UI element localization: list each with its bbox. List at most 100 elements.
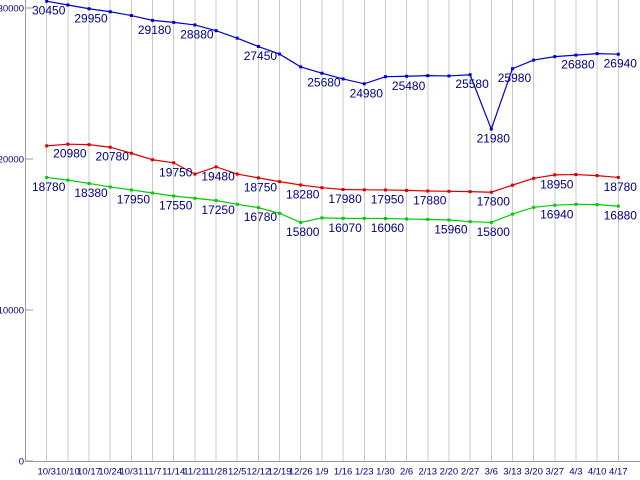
x-tick-label: 11/7 bbox=[144, 467, 162, 478]
bottom-series-marker bbox=[45, 175, 49, 179]
bottom-series-marker bbox=[616, 204, 620, 208]
bottom-series-value-label: 17550 bbox=[159, 198, 193, 212]
top-series-marker bbox=[87, 7, 91, 11]
middle-series-value-label: 17800 bbox=[477, 195, 511, 209]
bottom-series-marker bbox=[383, 216, 387, 220]
bottom-series-value-label: 16070 bbox=[328, 221, 362, 235]
middle-series-marker bbox=[489, 190, 493, 194]
middle-series-marker bbox=[235, 172, 239, 176]
y-tick-label: 20000 bbox=[0, 155, 24, 166]
x-tick-label: 3/6 bbox=[485, 467, 498, 478]
top-series-value-label: 24980 bbox=[350, 86, 384, 100]
bottom-series-marker bbox=[595, 203, 599, 207]
middle-series-value-label: 20780 bbox=[96, 150, 130, 164]
top-series-marker bbox=[595, 52, 599, 56]
x-tick-label: 2/13 bbox=[419, 467, 438, 478]
middle-series-marker bbox=[405, 188, 409, 192]
middle-series-marker bbox=[129, 151, 133, 155]
top-series-marker bbox=[426, 74, 430, 78]
top-series-line bbox=[46, 0, 619, 131]
x-tick-label: 3/20 bbox=[524, 467, 543, 478]
bottom-series-line bbox=[46, 176, 619, 224]
middle-series-value-label: 17950 bbox=[371, 192, 405, 206]
x-tick-label: 1/23 bbox=[355, 467, 374, 478]
top-series-marker bbox=[214, 29, 218, 33]
x-tick-label: 12/12 bbox=[247, 467, 271, 478]
middle-series-marker bbox=[595, 174, 599, 178]
top-series-marker bbox=[574, 53, 578, 57]
x-tick-label: 2/27 bbox=[461, 467, 480, 478]
bottom-series-marker bbox=[235, 202, 239, 206]
top-series-marker bbox=[45, 0, 49, 3]
middle-series-marker bbox=[447, 189, 451, 193]
top-series-value-label: 25680 bbox=[307, 76, 341, 90]
middle-series-marker bbox=[553, 173, 557, 177]
bottom-series-marker bbox=[66, 178, 70, 182]
bottom-series-value-label: 15960 bbox=[434, 223, 468, 237]
x-tick-label: 11/28 bbox=[205, 467, 228, 478]
top-series-marker bbox=[108, 10, 112, 14]
top-series-value-label: 29180 bbox=[138, 23, 172, 37]
top-series-marker bbox=[510, 67, 514, 71]
x-tick-label: 11/21 bbox=[183, 467, 206, 478]
x-tick-label: 10/31 bbox=[119, 467, 143, 478]
bottom-series-marker bbox=[193, 196, 197, 200]
top-series-marker bbox=[447, 74, 451, 78]
middle-series-marker bbox=[574, 173, 578, 177]
top-series-marker bbox=[66, 3, 70, 7]
middle-series-marker bbox=[172, 161, 176, 165]
middle-series-line bbox=[46, 143, 619, 193]
top-series-value-label: 28880 bbox=[180, 27, 214, 41]
middle-series-marker bbox=[341, 188, 345, 192]
bottom-series-marker bbox=[214, 199, 218, 203]
x-tick-label: 10/3 bbox=[37, 467, 56, 478]
middle-series-marker bbox=[87, 143, 91, 147]
top-series-value-label: 26880 bbox=[561, 58, 595, 72]
x-tick-label: 1/16 bbox=[334, 467, 353, 478]
middle-series-marker bbox=[108, 145, 112, 149]
bottom-series-value-label: 16940 bbox=[540, 208, 574, 222]
x-tick-label: 4/10 bbox=[588, 467, 607, 478]
x-tick-label: 3/13 bbox=[503, 467, 522, 478]
bottom-series-marker bbox=[151, 191, 155, 195]
bottom-series-marker bbox=[341, 216, 345, 220]
middle-series-value-label: 18280 bbox=[286, 187, 320, 201]
top-series-marker bbox=[320, 71, 324, 75]
middle-series-value-label: 18950 bbox=[540, 177, 574, 191]
middle-series-marker bbox=[278, 180, 282, 184]
top-series-marker bbox=[553, 55, 557, 59]
bottom-series-marker bbox=[256, 206, 260, 210]
x-tick-label: 10/24 bbox=[98, 467, 122, 478]
bottom-series-marker bbox=[489, 220, 493, 224]
x-tick-label: 12/26 bbox=[289, 467, 313, 478]
x-tick-label: 10/10 bbox=[56, 467, 80, 478]
x-tick-label: 4/17 bbox=[609, 467, 628, 478]
bottom-series-marker bbox=[426, 217, 430, 221]
middle-series-marker bbox=[510, 183, 514, 187]
top-series-marker bbox=[383, 75, 387, 79]
x-tick-label: 3/27 bbox=[546, 467, 565, 478]
middle-series-marker bbox=[426, 189, 430, 193]
bottom-series-value-label: 18380 bbox=[74, 186, 108, 200]
top-series-value-label: 25480 bbox=[392, 79, 426, 93]
top-series-marker bbox=[341, 77, 345, 81]
bottom-series-marker bbox=[320, 216, 324, 220]
top-series-marker bbox=[193, 23, 197, 27]
top-series-marker bbox=[616, 52, 620, 56]
middle-series-marker bbox=[214, 165, 218, 169]
bottom-series-marker bbox=[299, 220, 303, 224]
x-tick-label: 1/30 bbox=[376, 467, 395, 478]
bottom-series-marker bbox=[362, 216, 366, 220]
middle-series-marker bbox=[45, 144, 49, 148]
top-series-value-label: 27450 bbox=[244, 49, 278, 63]
top-series-marker bbox=[299, 65, 303, 69]
top-series-marker bbox=[172, 20, 176, 24]
bottom-series-marker bbox=[532, 205, 536, 209]
bottom-series-value-label: 17250 bbox=[201, 203, 235, 217]
bottom-series-value-label: 17950 bbox=[117, 192, 151, 206]
x-tick-label: 10/17 bbox=[77, 467, 101, 478]
middle-series-marker bbox=[151, 158, 155, 162]
middle-series-marker bbox=[616, 175, 620, 179]
x-tick-label: 12/19 bbox=[268, 467, 292, 478]
top-series-marker bbox=[362, 82, 366, 86]
